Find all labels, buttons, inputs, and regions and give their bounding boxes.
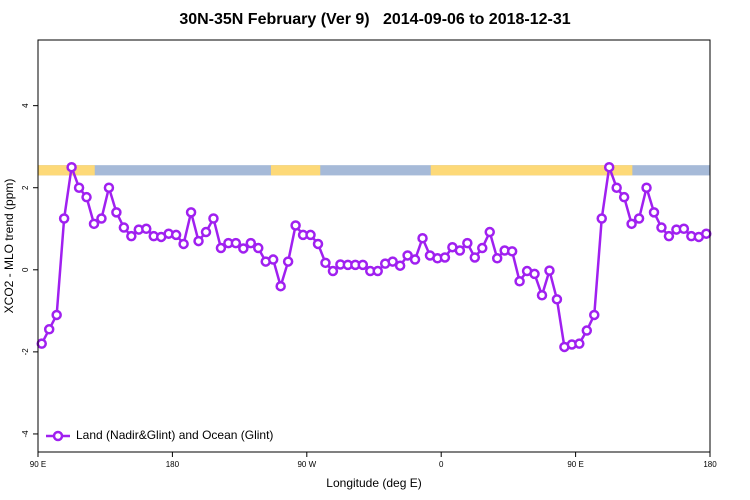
data-point (312, 238, 324, 250)
data-point (111, 207, 122, 218)
data-point (618, 191, 630, 203)
data-point (58, 213, 70, 224)
x-tick-label: 90 E (30, 460, 46, 469)
data-point (529, 268, 540, 280)
data-point (73, 182, 85, 193)
data-point (439, 252, 451, 263)
data-point (596, 213, 607, 224)
series-line (40, 166, 707, 349)
y-tick-label: 2 (21, 185, 30, 190)
data-point (387, 256, 398, 267)
land-band (430, 165, 633, 176)
data-point (253, 242, 264, 254)
land-band (270, 165, 321, 176)
y-tick-label: 4 (21, 103, 30, 108)
data-point (514, 276, 525, 287)
data-point (305, 229, 316, 241)
chart-title: 30N-35N February (Ver 9) 2014-09-06 to 2… (179, 11, 570, 28)
data-point (603, 161, 615, 173)
data-point (126, 230, 137, 242)
data-point (454, 245, 466, 256)
data-point (626, 218, 637, 230)
land-band (38, 165, 95, 176)
data-point (701, 228, 712, 239)
data-point (469, 252, 481, 263)
legend-marker (52, 430, 64, 442)
data-point (141, 223, 152, 235)
data-point (245, 237, 257, 249)
y-axis-label: XCO2 - MLO trend (ppm) (2, 179, 16, 314)
data-point (574, 338, 585, 349)
legend-label: Land (Nadir&Glint) and Ocean (Glint) (76, 428, 273, 442)
x-tick-label: 180 (703, 460, 717, 469)
data-point (327, 265, 339, 277)
data-point (589, 309, 600, 321)
data-point (43, 324, 55, 335)
data-point (648, 207, 660, 218)
data-point (200, 226, 212, 238)
data-point (96, 213, 107, 224)
data-point (484, 226, 495, 238)
data-point (357, 259, 369, 271)
data-point (193, 235, 204, 247)
ocean-band (38, 165, 710, 176)
x-tick-label: 180 (166, 460, 180, 469)
data-point (656, 222, 667, 233)
x-tick-label: 90 E (567, 460, 583, 469)
data-point (633, 213, 645, 224)
data-point (663, 230, 675, 242)
data-point (51, 309, 62, 321)
data-point (409, 254, 421, 265)
data-point (641, 182, 652, 193)
data-point (208, 213, 219, 224)
data-point (230, 237, 242, 249)
data-point (178, 238, 189, 250)
y-tick-label: -4 (21, 430, 30, 438)
data-point (170, 229, 182, 241)
data-point (282, 256, 294, 267)
data-point (551, 294, 563, 305)
data-point (402, 250, 413, 261)
x-tick-label: 0 (439, 460, 444, 469)
data-point (491, 253, 503, 264)
data-point (506, 246, 518, 257)
data-point (581, 325, 593, 336)
data-point (394, 260, 406, 271)
data-point (536, 289, 548, 301)
data-point (88, 218, 100, 230)
data-point (118, 222, 130, 233)
data-point (275, 280, 286, 292)
data-point (678, 223, 690, 235)
data-point (215, 242, 227, 254)
data-point (611, 182, 622, 193)
plot-frame (37, 39, 711, 453)
data-point (185, 207, 197, 218)
data-point (462, 237, 473, 249)
data-point (81, 191, 92, 203)
data-point (477, 242, 488, 254)
data-point (290, 220, 301, 231)
y-tick-label: 0 (21, 267, 30, 272)
data-point (417, 232, 428, 244)
x-tick-label: 90 W (297, 460, 316, 469)
data-point (66, 161, 77, 173)
data-point (372, 265, 383, 277)
data-point (238, 243, 249, 254)
data-point (36, 338, 47, 349)
data-point (103, 182, 115, 193)
data-point (267, 254, 279, 265)
x-axis-label: Longitude (deg E) (326, 476, 421, 490)
y-tick-label: -2 (21, 348, 30, 356)
data-point (320, 257, 331, 269)
data-point (544, 265, 555, 276)
